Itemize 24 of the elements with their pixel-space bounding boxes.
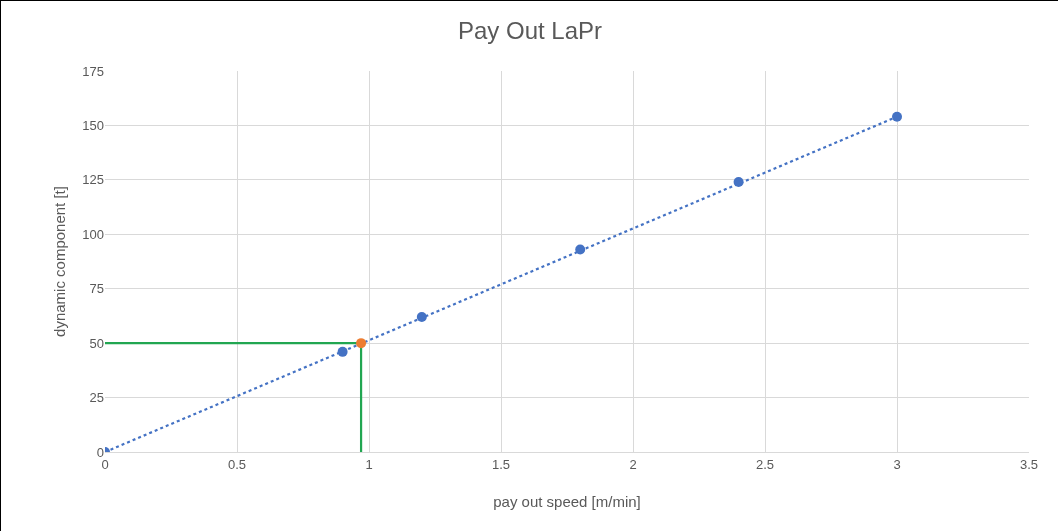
x-tick-label: 1	[365, 456, 373, 472]
y-tick-label: 100	[82, 226, 104, 242]
y-tick-label: 125	[82, 172, 104, 188]
point	[575, 244, 586, 255]
x-tick-label: 3.5	[1019, 456, 1039, 472]
y-axis-title: dynamic component [t]	[51, 186, 68, 337]
x-axis-title: pay out speed [m/min]	[493, 493, 641, 510]
x-tick-label: 3	[893, 456, 901, 472]
x-tick-label: 0.5	[227, 456, 247, 472]
y-tick-label: 75	[89, 281, 104, 297]
x-tick-label: 2	[629, 456, 637, 472]
y-tick-label: 175	[82, 63, 104, 79]
x-tick-label: 1.5	[491, 456, 511, 472]
point	[733, 177, 744, 188]
y-tick-label: 0	[96, 444, 104, 460]
x-tick-label: 2.5	[755, 456, 775, 472]
point	[892, 111, 902, 122]
y-tick-label: 150	[82, 117, 104, 133]
chart-title: Pay Out LaPr	[457, 17, 603, 45]
point	[337, 346, 348, 357]
point	[356, 338, 367, 349]
y-tick-label: 25	[89, 390, 104, 406]
point	[416, 312, 427, 323]
y-tick-label: 50	[89, 335, 104, 351]
